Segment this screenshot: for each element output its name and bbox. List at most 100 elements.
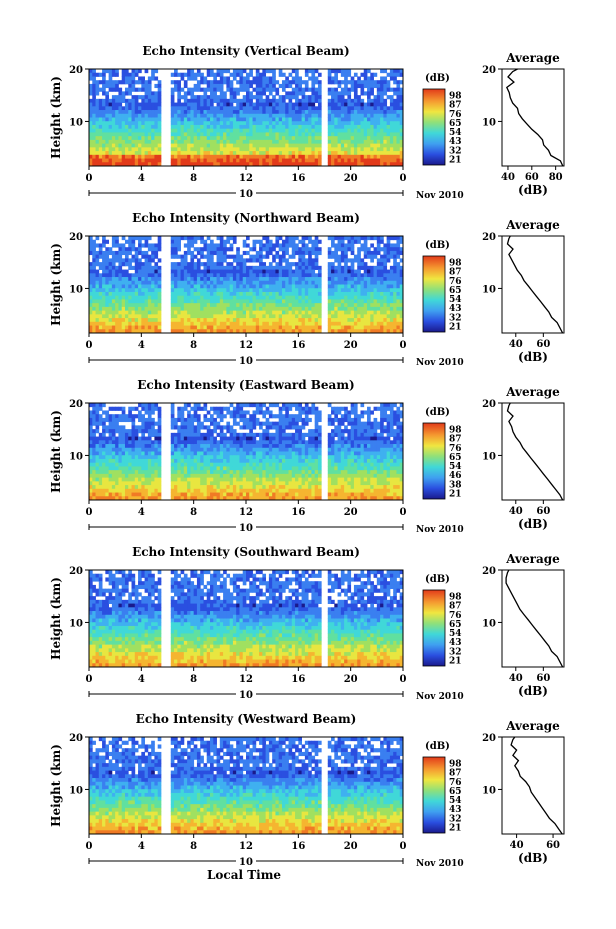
heatmap-cell	[219, 143, 224, 148]
heatmap-cell	[380, 239, 384, 244]
heatmap-cell	[393, 284, 397, 289]
heatmap-cell	[223, 254, 227, 259]
heatmap-cell	[206, 132, 211, 137]
heatmap-cell	[232, 162, 237, 167]
heatmap-cell	[383, 321, 388, 326]
heatmap-cell	[393, 303, 397, 308]
heatmap-cell	[399, 80, 404, 85]
heatmap-cell	[308, 124, 312, 130]
heatmap-cell	[102, 87, 106, 92]
heatmap-cell	[128, 429, 132, 434]
heatmap-cell	[98, 124, 103, 130]
heatmap-cell	[255, 284, 260, 289]
heatmap-cell	[367, 106, 371, 111]
heatmap-cell	[219, 106, 224, 111]
heatmap-cell	[317, 318, 322, 323]
heatmap-cell	[223, 139, 227, 145]
heatmap-cell	[278, 310, 283, 315]
heatmap-cell	[314, 139, 319, 145]
heatmap-cell	[360, 273, 365, 278]
heatmap-cell	[386, 321, 391, 326]
heatmap-cell	[210, 250, 214, 256]
heatmap-cell	[196, 95, 201, 100]
heatmap-cell	[105, 121, 110, 126]
heatmap-cell	[210, 91, 214, 96]
heatmap-cell	[229, 310, 234, 315]
heatmap-cell	[124, 277, 129, 282]
heatmap-cell	[223, 325, 227, 330]
heatmap-cell	[281, 110, 286, 115]
heatmap-cell	[223, 151, 227, 156]
heatmap-cell	[308, 262, 312, 267]
heatmap-cell	[268, 80, 273, 85]
heatmap-cell	[396, 151, 401, 156]
heatmap-cell	[111, 143, 116, 148]
heatmap-cell	[239, 151, 244, 156]
heatmap-cell	[124, 291, 129, 297]
heatmap-cell	[291, 280, 296, 285]
heatmap-cell	[121, 269, 126, 274]
heatmap-cell	[98, 280, 103, 285]
heatmap-cell	[174, 444, 178, 449]
heatmap-cell	[187, 106, 191, 111]
heatmap-cell	[249, 162, 253, 167]
heatmap-cell	[128, 83, 132, 89]
heatmap-cell	[147, 262, 152, 267]
heatmap-cell	[105, 143, 110, 148]
heatmap-cell	[301, 121, 306, 126]
heatmap-cell	[131, 117, 136, 122]
heatmap-cell	[288, 158, 293, 163]
heatmap-cell	[347, 291, 352, 297]
heatmap-cell	[170, 288, 175, 293]
heatmap-cell	[259, 280, 263, 285]
heatmap-cell	[226, 273, 231, 278]
heatmap-cell	[141, 151, 145, 156]
heatmap-cell	[236, 329, 240, 334]
heatmap-cell	[301, 295, 306, 300]
heatmap-cell	[105, 306, 110, 312]
heatmap-cell	[111, 262, 116, 267]
heatmap-cell	[213, 291, 217, 297]
heatmap-cell	[190, 69, 195, 74]
heatmap-cell	[262, 247, 267, 252]
heatmap-cell	[236, 262, 240, 267]
heatmap-cell	[108, 288, 113, 293]
heatmap-cell	[223, 154, 227, 159]
heatmap-cell	[288, 154, 293, 159]
heatmap-cell	[187, 154, 191, 159]
heatmap-cell	[206, 128, 211, 133]
heatmap-cell	[102, 83, 106, 89]
heatmap-cell	[115, 87, 119, 92]
heatmap-cell	[151, 95, 155, 100]
heatmap-cell	[298, 321, 302, 326]
heatmap-cell	[232, 239, 237, 244]
heatmap-cell	[183, 288, 188, 293]
heatmap-cell	[288, 269, 293, 274]
heatmap-cell	[272, 128, 276, 133]
heatmap-cell	[314, 258, 319, 263]
heatmap-cell	[183, 258, 188, 263]
heatmap-cell	[242, 288, 247, 293]
heatmap-cell	[105, 310, 110, 315]
heatmap-cell	[154, 477, 159, 482]
heatmap-cell	[131, 265, 136, 270]
heatmap-cell	[285, 158, 289, 163]
heatmap-cell	[246, 280, 250, 285]
heatmap-cell	[157, 247, 162, 252]
heatmap-cell	[376, 243, 381, 248]
heatmap-cell	[154, 314, 159, 319]
colorbar	[422, 88, 446, 166]
heatmap-cell	[295, 325, 299, 330]
heatmap-cell	[206, 273, 211, 278]
heatmap-cell	[89, 265, 93, 270]
heatmap-cell	[301, 284, 306, 289]
heatmap-cell	[157, 154, 162, 159]
heatmap-cell	[219, 291, 224, 297]
heatmap-cell	[285, 136, 289, 141]
heatmap-cell	[242, 295, 247, 300]
heatmap-cell	[174, 87, 178, 92]
heatmap-cell	[138, 154, 142, 159]
heatmap-cell	[144, 492, 149, 497]
heatmap-cell	[376, 269, 381, 274]
heatmap-cell	[92, 154, 96, 159]
